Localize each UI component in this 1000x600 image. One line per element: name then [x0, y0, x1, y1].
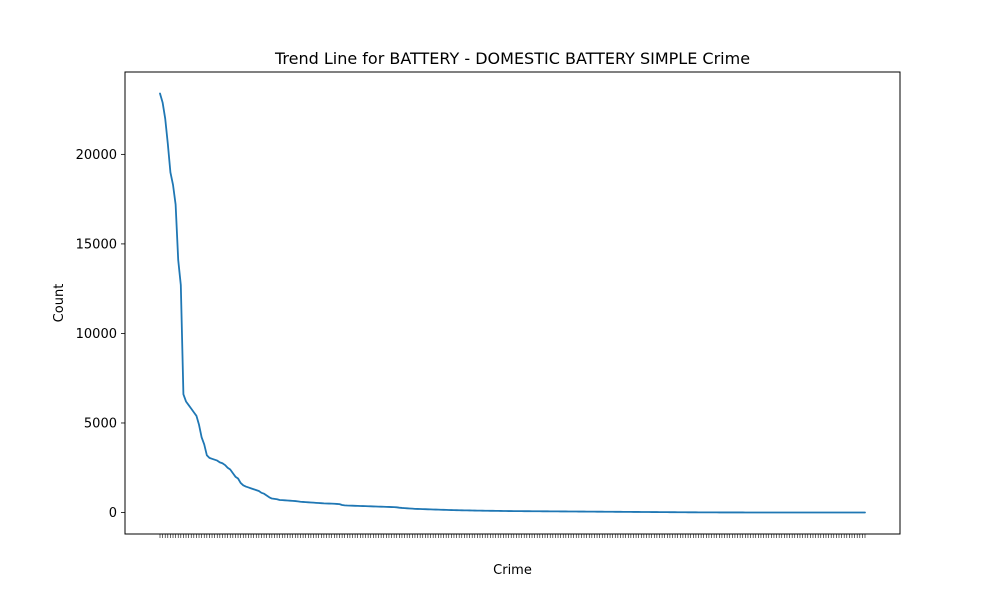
y-tick-label: 0 [109, 506, 117, 521]
chart-title: Trend Line for BATTERY - DOMESTIC BATTER… [274, 49, 750, 68]
y-tick-label: 5000 [84, 416, 117, 431]
axis-ticks: 0 5000 10000 15000 20000 [76, 148, 866, 538]
x-axis-label: Crime [493, 563, 532, 578]
y-tick-label: 20000 [76, 148, 117, 163]
y-axis-label: Count [52, 284, 67, 323]
y-tick-label: 15000 [76, 237, 117, 252]
y-tick-label: 10000 [76, 327, 117, 342]
plot-area-frame [124, 71, 901, 535]
series-line [159, 92, 866, 514]
